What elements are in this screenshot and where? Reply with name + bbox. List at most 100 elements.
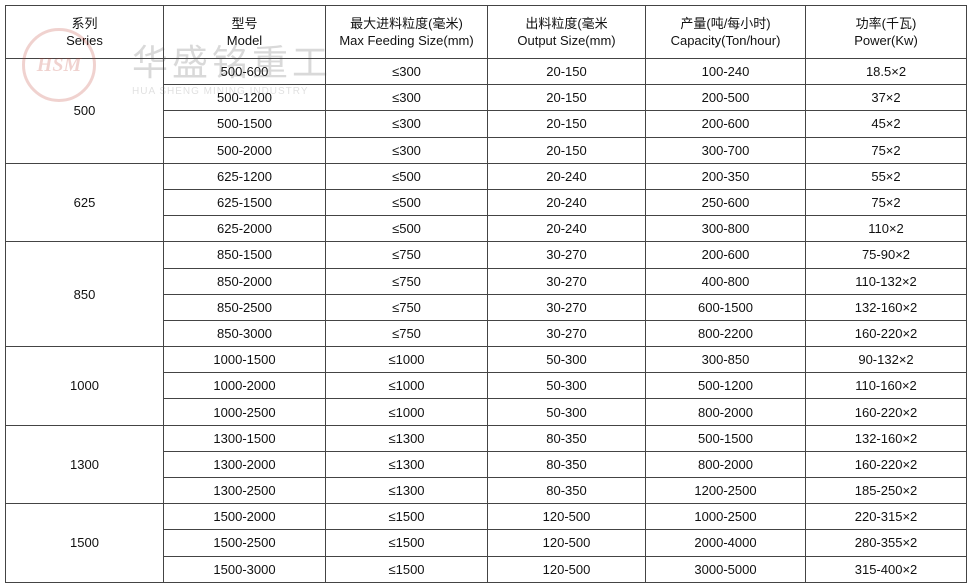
header-en: Model — [226, 33, 263, 48]
table-row: 625-1500 ≤500 20-240 250-600 75×2 — [6, 188, 967, 217]
table-row: 1500 1500-2000 ≤1500 120-500 1000-2500 220-31… — [5, 503, 967, 583]
cell: 3000-5000 — [645, 555, 806, 583]
cell: ≤300 — [325, 84, 488, 112]
cell: 132-160×2 — [805, 424, 967, 452]
cell: ≤500 — [325, 188, 488, 217]
cell: 850-2500 — [163, 293, 326, 321]
table-row: 1000-2000 ≤1000 50-300 500-1200 110-160×2 — [6, 372, 967, 400]
table-body: 500 500-600 ≤300 20-150 100-240 18.5×2 500-120… — [5, 57, 967, 583]
series-cell: 500 — [5, 58, 164, 164]
cell: 160-220×2 — [805, 450, 967, 479]
cell: ≤1000 — [325, 398, 488, 426]
cell: ≤1000 — [325, 346, 488, 374]
cell: ≤500 — [325, 215, 488, 243]
cell: 50-300 — [487, 398, 646, 426]
cell: 1500-3000 — [163, 555, 326, 583]
cell: 100-240 — [645, 57, 806, 86]
cell: 315-400×2 — [805, 555, 967, 583]
cell: 300-700 — [645, 136, 806, 164]
cell: 120-500 — [487, 529, 646, 557]
cell: 1500-2000 — [163, 503, 326, 531]
cell: 110-132×2 — [805, 267, 967, 295]
cell: 75-90×2 — [805, 241, 967, 269]
cell: 1200-2500 — [645, 476, 806, 505]
cell: 400-800 — [645, 267, 806, 295]
cell: 200-600 — [645, 110, 806, 138]
cell: 75×2 — [805, 188, 967, 217]
cell: 625-1500 — [163, 188, 326, 217]
header-cell: 系列 Series — [5, 5, 164, 59]
cell: 20-240 — [487, 215, 646, 243]
cell: 500-1200 — [645, 372, 806, 400]
cell: 110×2 — [805, 215, 967, 243]
table-row: 625 625-1200 ≤500 20-240 200-350 55×2 — [5, 162, 967, 243]
table-row: 850 850-1500 ≤750 30-270 200-600 75-90×2 — [5, 241, 967, 348]
cell: 200-350 — [645, 162, 806, 190]
cell: 20-150 — [487, 136, 646, 164]
cell: 200-500 — [645, 84, 806, 112]
cell: 2000-4000 — [645, 529, 806, 557]
cell: ≤750 — [325, 241, 488, 269]
cell: 30-270 — [487, 319, 646, 348]
series-cell: 1000 — [5, 346, 164, 426]
header-cell: 出料粒度(毫米 Output Size(mm) — [487, 5, 646, 59]
cell: 185-250×2 — [805, 476, 967, 505]
series-cell: 625 — [5, 162, 164, 243]
cell: 20-240 — [487, 188, 646, 217]
cell: ≤1300 — [325, 424, 488, 452]
table-row: 1300 1300-1500 ≤1300 80-350 500-1500 132-160×… — [5, 424, 967, 505]
cell: 500-1500 — [645, 424, 806, 452]
cell: ≤1000 — [325, 372, 488, 400]
cell: 30-270 — [487, 293, 646, 321]
header-zh: 出料粒度(毫米 — [525, 16, 608, 31]
header-cell: 最大进料粒度(毫米) Max Feeding Size(mm) — [325, 5, 488, 59]
header-en: Max Feeding Size(mm) — [339, 33, 474, 48]
table-row: 850-2000 ≤750 30-270 400-800 110-132×2 — [6, 267, 967, 295]
header-cell: 型号 Model — [163, 5, 326, 59]
table-row: 500-1500 ≤300 20-150 200-600 45×2 — [6, 110, 967, 138]
cell: 1000-2500 — [645, 503, 806, 531]
cell: ≤300 — [325, 136, 488, 164]
cell: 160-220×2 — [805, 398, 967, 426]
cell: 45×2 — [805, 110, 967, 138]
cell: ≤1300 — [325, 476, 488, 505]
cell: 280-355×2 — [805, 529, 967, 557]
header-zh: 型号 — [231, 16, 258, 31]
header-en: Series — [66, 33, 103, 48]
cell: 1300-1500 — [163, 424, 326, 452]
cell: 30-270 — [487, 267, 646, 295]
cell: 300-850 — [645, 346, 806, 374]
cell: 120-500 — [487, 503, 646, 531]
cell: 300-800 — [645, 215, 806, 243]
cell: 800-2000 — [645, 450, 806, 479]
cell: ≤1300 — [325, 450, 488, 479]
series-cell: 850 — [5, 241, 164, 348]
cell: 1000-2500 — [163, 398, 326, 426]
cell: ≤750 — [325, 319, 488, 348]
cell: 30-270 — [487, 241, 646, 269]
cell: 500-600 — [163, 57, 326, 86]
cell: 250-600 — [645, 188, 806, 217]
cell: 500-2000 — [163, 136, 326, 164]
cell: 80-350 — [487, 450, 646, 479]
cell: 75×2 — [805, 136, 967, 164]
header-en: Power(Kw) — [854, 33, 918, 48]
header-cell: 产量(吨/每小时) Capacity(Ton/hour) — [645, 5, 806, 59]
header-cell: 功率(千瓦) Power(Kw) — [805, 5, 967, 59]
cell: 110-160×2 — [805, 372, 967, 400]
spec-table: 系列 Series 型号 Model 最大进料粒度(毫米) Max Feeding Siz… — [5, 5, 967, 583]
header-zh: 功率(千瓦) — [855, 16, 917, 31]
cell: 50-300 — [487, 346, 646, 374]
cell: ≤1500 — [325, 529, 488, 557]
cell: 55×2 — [805, 162, 967, 190]
table-row: 1500-3000 ≤1500 120-500 3000-5000 315-400×2 — [6, 555, 967, 583]
cell: 850-1500 — [163, 241, 326, 269]
cell: ≤750 — [325, 267, 488, 295]
cell: 1000-1500 — [163, 346, 326, 374]
series-cell: 1300 — [5, 424, 164, 505]
cell: 1300-2500 — [163, 476, 326, 505]
cell: 500-1200 — [163, 84, 326, 112]
cell: 220-315×2 — [805, 503, 967, 531]
cell: 120-500 — [487, 555, 646, 583]
